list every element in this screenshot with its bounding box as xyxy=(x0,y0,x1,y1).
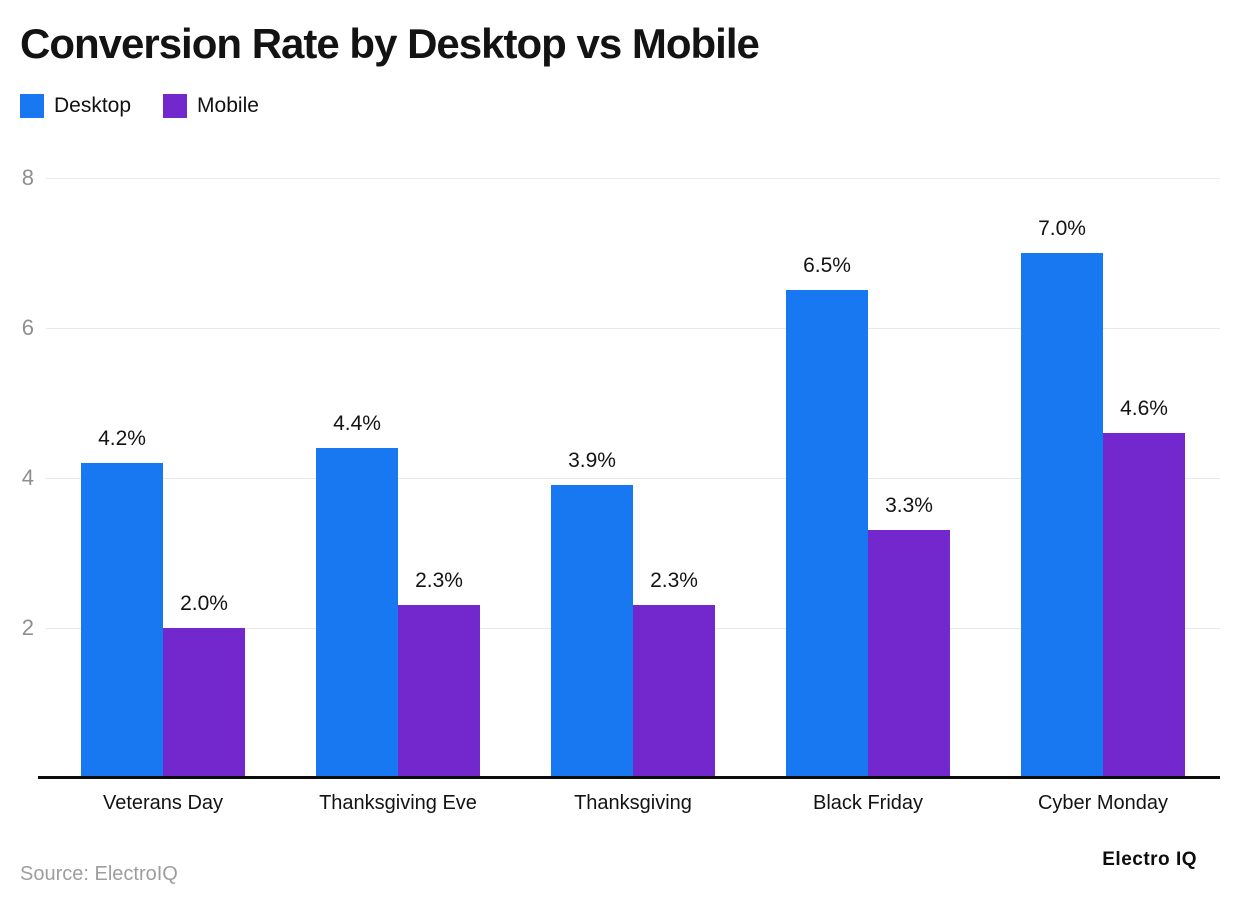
bar-mobile-1 xyxy=(163,628,245,778)
bar-desktop-5 xyxy=(1021,253,1103,778)
mobile-swatch-icon xyxy=(163,94,188,118)
category-label-5: Cyber Monday xyxy=(1037,792,1169,814)
bar-desktop-4 xyxy=(786,290,868,778)
legend-label-mobile: Mobile xyxy=(197,94,259,117)
legend-label-desktop: Desktop xyxy=(54,94,132,117)
value-label-mobile-2: 2.3% xyxy=(415,569,463,592)
bar-desktop-2 xyxy=(316,448,398,778)
value-label-desktop-2: 4.4% xyxy=(333,412,381,435)
gridline-4 xyxy=(46,477,1220,479)
y-tick-label-8: 8 xyxy=(21,165,34,190)
value-label-desktop-1: 4.2% xyxy=(98,427,146,450)
value-label-desktop-3: 3.9% xyxy=(568,449,616,472)
bar-mobile-5 xyxy=(1103,433,1185,778)
bar-mobile-2 xyxy=(398,605,480,778)
y-tick-label-4: 4 xyxy=(21,465,34,490)
legend-item-mobile: Mobile xyxy=(163,94,259,118)
legend-item-desktop: Desktop xyxy=(20,94,131,118)
category-label-4: Black Friday xyxy=(812,792,924,814)
bar-mobile-3 xyxy=(633,605,715,778)
source-text: Source: ElectroIQ xyxy=(20,863,178,885)
desktop-swatch-icon xyxy=(20,94,44,118)
value-label-mobile-5: 4.6% xyxy=(1120,397,1168,420)
category-label-2: Thanksgiving Eve xyxy=(319,792,477,814)
legend: Desktop Mobile xyxy=(20,94,259,118)
gridline-6 xyxy=(46,327,1220,329)
value-label-mobile-1: 2.0% xyxy=(180,592,228,615)
chart-title: Conversion Rate by Desktop vs Mobile xyxy=(20,20,760,67)
value-label-desktop-4: 6.5% xyxy=(803,254,851,277)
value-label-desktop-5: 7.0% xyxy=(1038,217,1086,240)
y-tick-label-2: 2 xyxy=(21,615,34,640)
bar-desktop-3 xyxy=(551,485,633,778)
value-label-mobile-4: 3.3% xyxy=(885,494,933,517)
bar-desktop-1 xyxy=(81,463,163,778)
category-label-3: Thanksgiving xyxy=(574,792,692,814)
x-axis-line xyxy=(38,776,1220,779)
y-tick-label-6: 6 xyxy=(21,315,34,340)
gridline-8 xyxy=(46,177,1220,179)
brand-logo: Electro IQ xyxy=(1102,849,1197,870)
value-label-mobile-3: 2.3% xyxy=(650,569,698,592)
category-label-1: Veterans Day xyxy=(102,792,224,814)
bar-mobile-4 xyxy=(868,530,950,778)
